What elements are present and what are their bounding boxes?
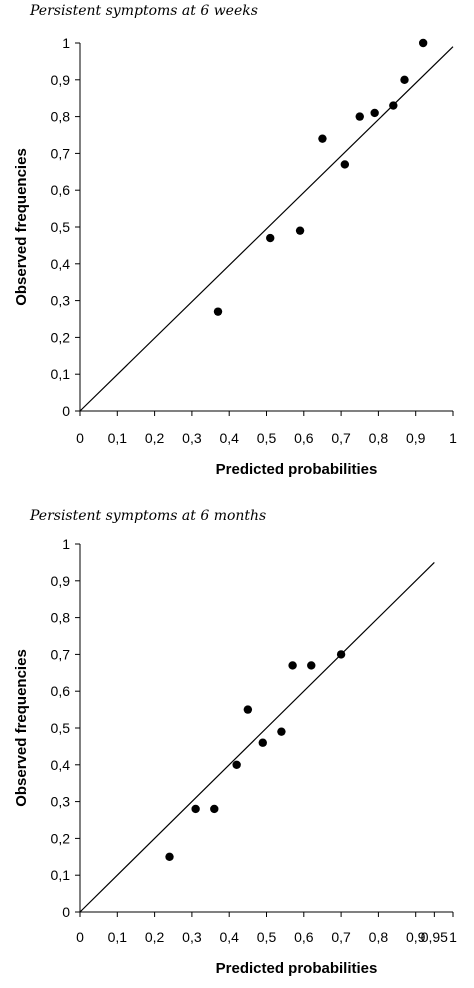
data-point — [165, 852, 174, 861]
y-tick-label: 0,4 — [51, 256, 71, 272]
reference-line — [79, 561, 435, 913]
x-tick-label: 0,3 — [182, 929, 202, 945]
reference-line — [79, 46, 454, 412]
x-tick-label: 0,2 — [145, 430, 165, 446]
data-point — [295, 226, 305, 235]
chart-title: Persistent symptoms at 6 weeks — [30, 3, 258, 19]
y-tick-label: 0,1 — [51, 867, 71, 883]
chart-svg: 0 0,1 0,2 0,3 0,4 0,5 0,6 0,7 0,8 0,9 1 0 0,1 0,2 0,3 0… — [13, 536, 457, 977]
y-tick-label: 0,5 — [51, 219, 71, 235]
x-tick-label: 0,8 — [369, 430, 389, 446]
x-tick-label: 1 — [449, 929, 457, 945]
x-axis-title: Predicted probabilities — [216, 960, 378, 977]
y-tick-label: 0,9 — [51, 573, 71, 589]
y-tick-label: 1 — [62, 35, 70, 51]
x-tick-label: 1 — [449, 430, 457, 446]
y-tick-label: 0 — [62, 403, 70, 419]
data-point — [266, 233, 275, 243]
y-tick-label: 0,7 — [51, 646, 71, 662]
x-tick-label: 0,95 — [421, 929, 448, 945]
data-point — [243, 705, 253, 714]
x-tick-label: 0,5 — [257, 430, 277, 446]
y-tick-label: 0,3 — [51, 293, 71, 309]
data-point — [210, 804, 219, 814]
x-tick-label: 0,9 — [406, 430, 426, 446]
y-tick-label: 0,2 — [51, 830, 71, 846]
x-tick-label: 0,7 — [331, 929, 351, 945]
x-tick-label: 0,6 — [294, 929, 314, 945]
data-point — [418, 38, 428, 48]
y-tick-label: 0,4 — [51, 757, 71, 773]
x-tick-label: 0,3 — [182, 430, 202, 446]
x-tick-label: 0,4 — [219, 430, 239, 446]
y-tick-label: 0,2 — [51, 329, 71, 345]
y-tick-label: 0 — [62, 904, 70, 920]
y-tick-label: 0,6 — [51, 683, 71, 699]
data-point — [336, 650, 346, 659]
y-tick-label: 1 — [62, 536, 70, 552]
y-tick-label: 0,8 — [51, 610, 71, 626]
y-axis-title: Observed frequencies — [13, 148, 30, 306]
data-point — [288, 661, 297, 670]
y-tick-label: 0,8 — [51, 109, 71, 125]
data-point — [318, 134, 327, 143]
x-tick-label: 0,8 — [369, 929, 389, 945]
chart-svg: 0 0,1 0,2 0,3 0,4 0,5 0,6 0,7 0,8 0,9 1 0 0,1 0,2 0,3 0… — [13, 35, 457, 478]
y-tick-label: 0,5 — [51, 720, 71, 736]
chart-panel-6-weeks: Persistent symptoms at 6 weeks 0 0,1 0,2 0,… — [13, 3, 457, 478]
x-tick-label: 0,6 — [294, 430, 314, 446]
y-axis-title: Observed frequencies — [13, 649, 30, 807]
data-point — [355, 112, 364, 121]
data-point — [307, 661, 316, 670]
data-point — [389, 101, 398, 110]
data-point — [400, 75, 409, 85]
data-point — [258, 738, 267, 747]
x-tick-label: 0 — [76, 929, 84, 945]
x-axis-title: Predicted probabilities — [216, 461, 378, 478]
data-point — [232, 760, 241, 769]
chart-panel-6-months: Persistent symptoms at 6 months 0 0,1 0,2 0… — [0, 494, 474, 988]
data-point — [340, 160, 350, 169]
x-tick-label: 0,1 — [108, 430, 128, 446]
x-tick-label: 0,7 — [331, 430, 351, 446]
y-tick-label: 0,6 — [51, 182, 71, 198]
x-tick-label: 0,5 — [257, 929, 277, 945]
y-tick-label: 0,7 — [51, 145, 71, 161]
data-point — [277, 727, 286, 736]
x-tick-label: 0,2 — [145, 929, 165, 945]
y-tick-label: 0,1 — [51, 366, 71, 382]
y-tick-label: 0,3 — [51, 794, 71, 810]
data-point — [370, 108, 379, 118]
x-tick-label: 0 — [76, 430, 84, 446]
chart-title: Persistent symptoms at 6 months — [30, 508, 267, 524]
y-tick-label: 0,9 — [51, 72, 71, 88]
x-tick-label: 0,1 — [108, 929, 128, 945]
x-tick-label: 0,4 — [219, 929, 239, 945]
x-tick-label: 0,9 — [406, 929, 426, 945]
data-point — [191, 804, 200, 814]
data-point — [213, 307, 223, 316]
